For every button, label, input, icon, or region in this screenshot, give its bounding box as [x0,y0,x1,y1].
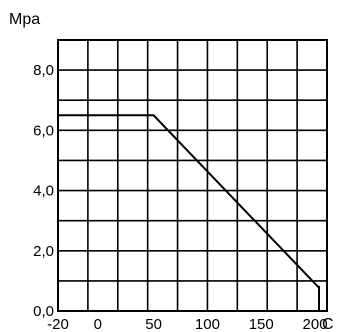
x-tick-labels: -20 0 50 100 150 200 [47,316,327,332]
y-tick-label: 6,0 [33,122,54,139]
x-tick-label: -20 [47,316,69,332]
y-tick-label: 4,0 [33,183,54,200]
x-tick-label: 100 [195,316,220,332]
y-tick-label: 2,0 [33,243,54,260]
x-tick-label: 200 [303,316,328,332]
x-tick-label: 0 [94,316,102,332]
y-tick-labels: 0,0 2,0 4,0 6,0 8,0 [33,62,54,320]
x-axis-label: C [322,316,334,332]
x-tick-label: 150 [249,316,274,332]
y-tick-label: 8,0 [33,62,54,79]
plot-frame [57,39,328,312]
series-line [58,114,320,311]
y-tick-label: 0,0 [33,303,54,320]
y-axis-label: Mpa [9,11,40,28]
x-tick-label: 50 [145,316,162,332]
chart-grid [58,40,327,311]
